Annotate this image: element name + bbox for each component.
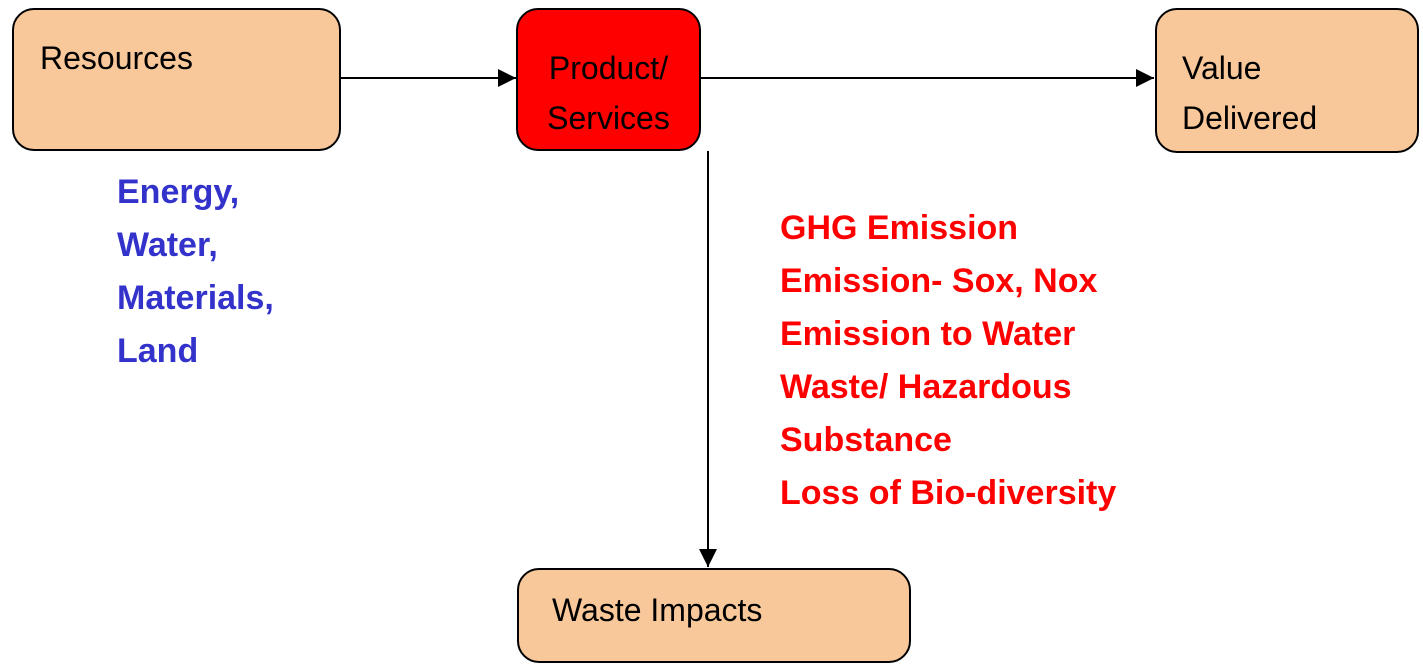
resources-list: Energy, Water, Materials, Land bbox=[117, 166, 274, 378]
node-label: Delivered bbox=[1182, 100, 1318, 136]
list-item: Land bbox=[117, 332, 199, 370]
resources-box: Resources bbox=[12, 8, 341, 151]
list-item: Emission- Sox, Nox bbox=[780, 262, 1098, 300]
list-item: Energy, bbox=[117, 173, 240, 211]
node-label: Value bbox=[1182, 50, 1262, 86]
list-item: Loss of Bio-diversity bbox=[780, 474, 1117, 512]
list-item: Water, bbox=[117, 226, 218, 264]
node-label: Services bbox=[547, 100, 670, 136]
node-label: Product/ bbox=[548, 50, 669, 86]
impacts-list: GHG Emission Emission- Sox, Nox Emission t… bbox=[780, 202, 1116, 520]
product-box: Product/ Services bbox=[516, 8, 701, 151]
list-item: Waste/ Hazardous bbox=[780, 368, 1072, 406]
list-item: GHG Emission bbox=[780, 209, 1019, 247]
list-item: Materials, bbox=[117, 279, 274, 317]
node-label: Resources bbox=[40, 40, 193, 76]
value-box: Value Delivered bbox=[1155, 8, 1419, 153]
node-label: Waste Impacts bbox=[552, 592, 763, 628]
list-item: Emission to Water bbox=[780, 315, 1076, 353]
list-item: Substance bbox=[780, 421, 952, 459]
waste-box: Waste Impacts bbox=[517, 568, 911, 663]
